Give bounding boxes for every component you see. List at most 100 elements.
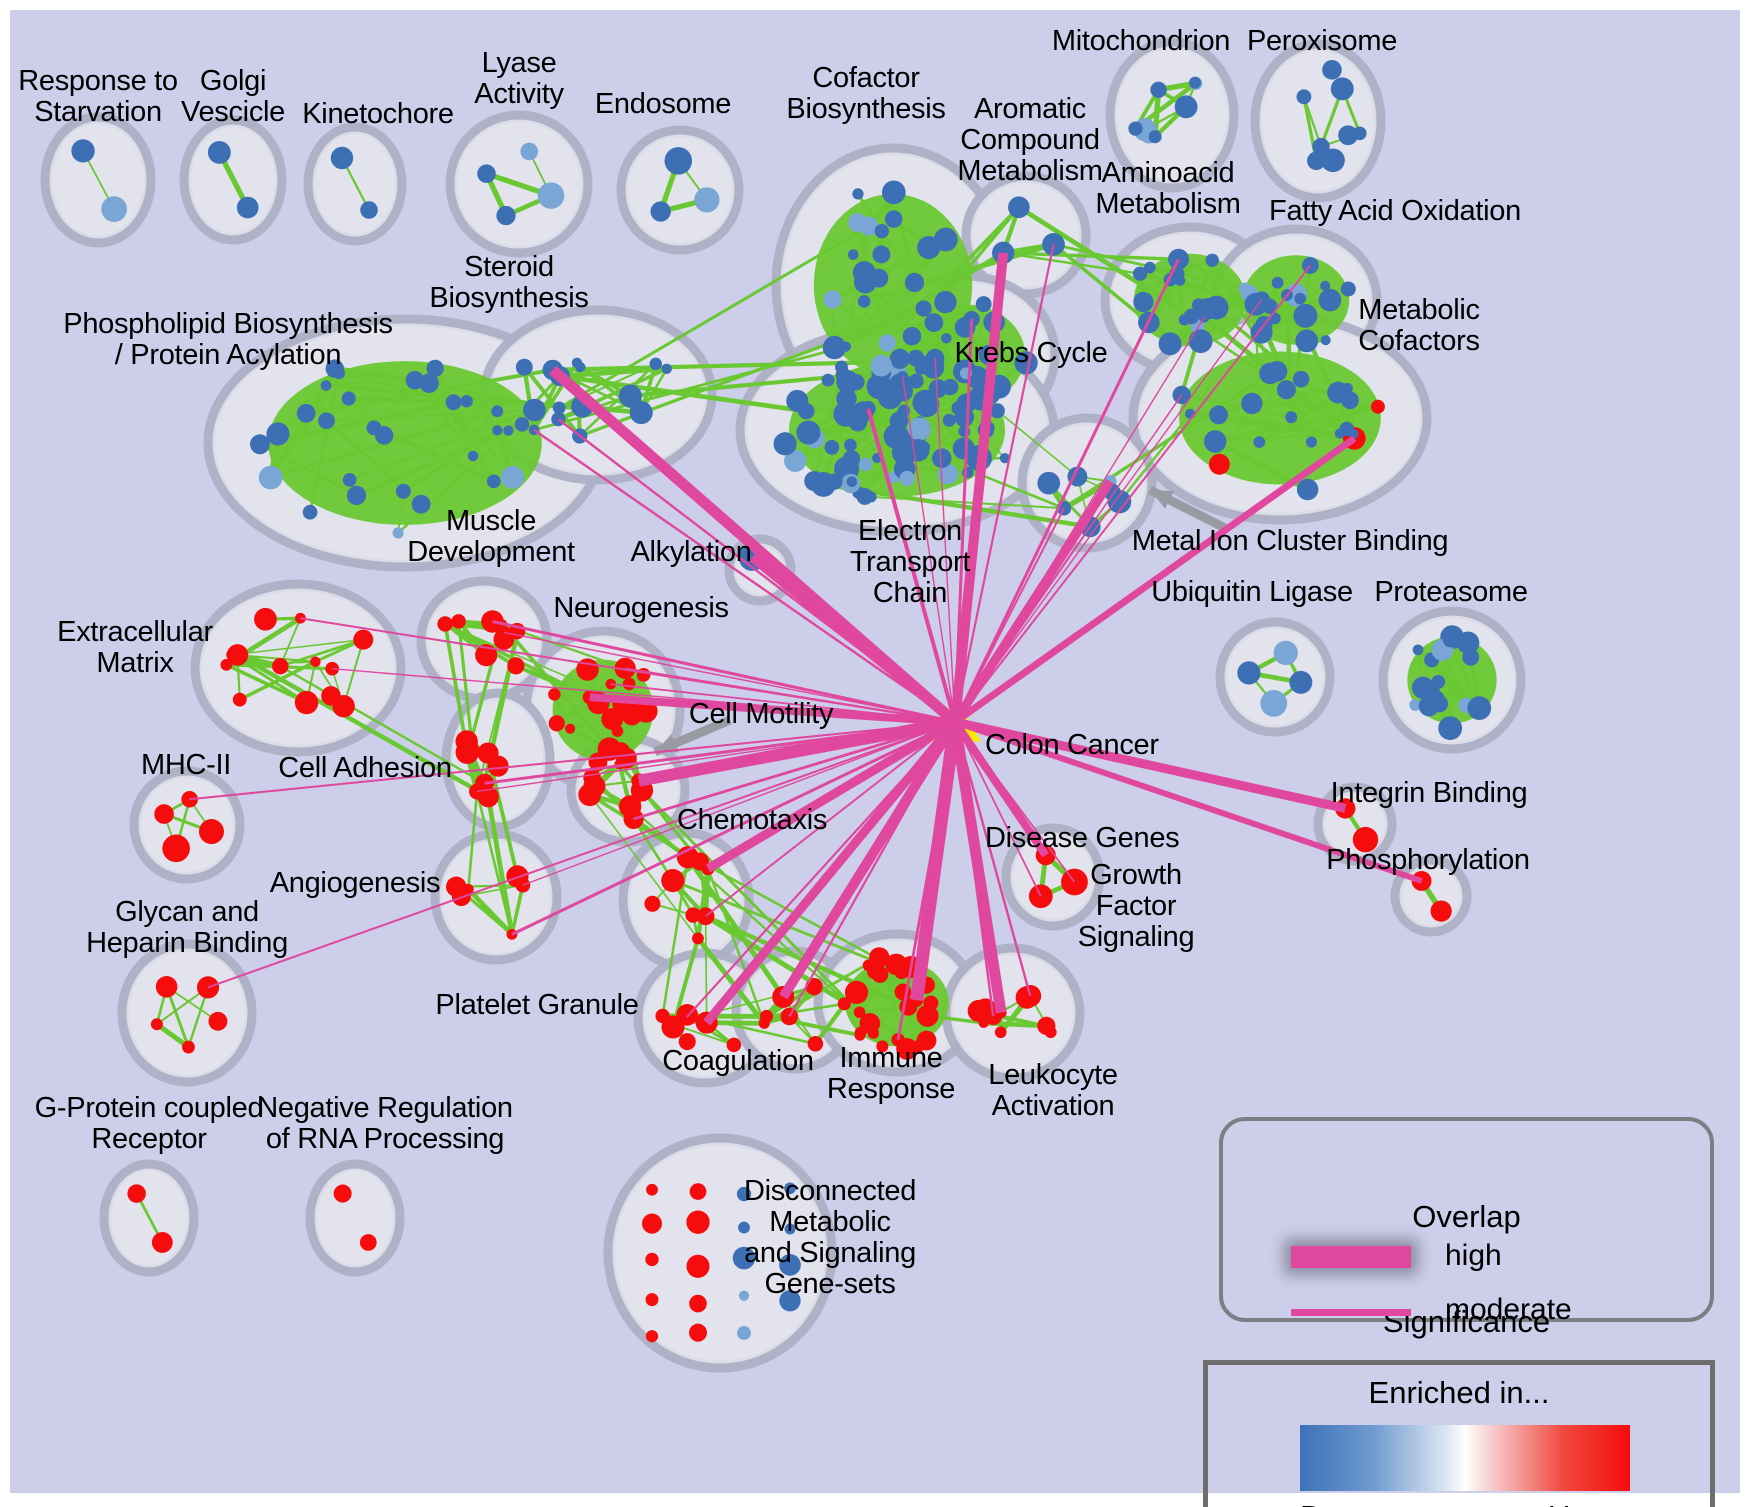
cluster-label-metal-ion-cluster-binding: Metal Ion Cluster Binding <box>1131 525 1449 557</box>
cluster-label-steroid-biosynthesis: Steroid Biosynthesis <box>429 251 589 315</box>
cluster-label-proteasome: Proteasome <box>1374 576 1528 608</box>
cluster-label-line: Phospholipid Biosynthesis <box>63 308 393 340</box>
cluster-label-ubiquitin-ligase: Ubiquitin Ligase <box>1151 576 1353 608</box>
cluster-label-line: Angiogenesis <box>269 867 441 899</box>
cluster-label-line: Biosynthesis <box>786 93 946 126</box>
cluster-label-line: Golgi <box>199 65 267 97</box>
cluster-label-line: Lyase <box>481 47 557 79</box>
cluster-label-cell-adhesion: Cell Adhesion <box>278 752 452 784</box>
overlap-legend-title-line1: Overlap <box>1412 1199 1521 1235</box>
cluster-label-line: Metal Ion Cluster Binding <box>1131 525 1449 557</box>
cluster-label-line: Kinetochore <box>302 98 454 130</box>
cluster-label-line: Mitochondrion <box>1051 25 1231 57</box>
cluster-label-line: Growth <box>1090 859 1182 891</box>
cluster-label-line: Cofactor <box>812 62 920 94</box>
cluster-label-line: Ubiquitin Ligase <box>1151 576 1353 608</box>
cluster-label-mhc-ii: MHC-II <box>140 749 232 781</box>
cluster-label-golgi-vesicle: Golgi Vescicle <box>181 65 285 129</box>
cluster-label-line: Vescicle <box>181 96 285 129</box>
enrichment-color-gradient <box>1300 1425 1630 1491</box>
overlap-high-label: high <box>1445 1239 1502 1272</box>
cluster-label-line: Receptor <box>91 1123 207 1156</box>
cluster-label-line: Biosynthesis <box>429 282 589 315</box>
cluster-label-line: of RNA Processing <box>265 1123 505 1156</box>
cluster-label-line: Metabolism <box>957 155 1103 188</box>
overlap-high-swatch <box>1291 1246 1411 1268</box>
cluster-label-platelet-granule: Platelet Granule <box>435 989 638 1021</box>
cluster-label-leukocyte-activation: Leukocyte Activation <box>988 1059 1118 1123</box>
cluster-label-line: Peroxisome <box>1246 25 1398 57</box>
cluster-label-coagulation: Coagulation <box>662 1045 814 1077</box>
cluster-label-line: Response <box>826 1073 956 1106</box>
cluster-label-angiogenesis: Angiogenesis <box>269 867 441 899</box>
cluster-label-line: Muscle <box>445 505 537 537</box>
cluster-label-line: Neurogenesis <box>553 592 729 624</box>
cluster-label-line: Aminoacid <box>1101 157 1235 189</box>
cluster-label-line: Negative Regulation <box>257 1092 513 1124</box>
hub-label-line1: Colon Cancer <box>985 729 1159 762</box>
cluster-label-line: Coagulation <box>662 1045 814 1077</box>
cluster-label-growth-factor-signaling: Growth Factor Signaling <box>1077 859 1195 954</box>
enrichment-down-label: Down <box>1300 1499 1379 1507</box>
cluster-label-metabolic-cofactors: Metabolic Cofactors <box>1358 294 1480 358</box>
cluster-label-peroxisome: Peroxisome <box>1246 25 1398 57</box>
cluster-label-line: Endosome <box>594 88 732 120</box>
cluster-label-cell-motility: Cell Motility <box>688 698 834 730</box>
cluster-label-negative-regulation-of-rna-processing: Negative Regulation of RNA Processing <box>257 1092 513 1156</box>
cluster-label-krebs-cycle: Krebs Cycle <box>954 337 1108 369</box>
cluster-label-line: Cell Motility <box>688 698 834 730</box>
cluster-label-line: Chemotaxis <box>676 804 828 836</box>
cluster-label-line: Fatty Acid Oxidation <box>1269 195 1521 227</box>
cluster-label-line: Aromatic <box>973 93 1086 125</box>
cluster-label-disconnected-metabolic-and-signaling-gene-sets: Disconnected Metabolic and Signaling Gene-s… <box>744 1175 916 1301</box>
cluster-label-line: Signaling <box>1077 921 1195 954</box>
cluster-label-alkylation: Alkylation <box>630 536 752 568</box>
cluster-label-line: Extracellular <box>57 616 213 648</box>
cluster-label-phosphorylation: Phosphorylation <box>1326 844 1530 876</box>
cluster-label-line: Matrix <box>96 647 174 680</box>
hub-label-line2: Disease Genes <box>985 822 1180 855</box>
cluster-label-cofactor-biosynthesis: Cofactor Biosynthesis <box>786 62 946 126</box>
cluster-label-mitochondrion: Mitochondrion <box>1051 25 1231 57</box>
cluster-label-fatty-acid-oxidation: Fatty Acid Oxidation <box>1269 195 1521 227</box>
cluster-label-line: Response to <box>18 65 178 97</box>
cluster-label-line: Factor <box>1095 890 1177 923</box>
cluster-label-line: Activation <box>991 1090 1115 1123</box>
cluster-label-line: / Protein Acylation <box>114 339 342 372</box>
cluster-label-line: Electron <box>857 515 962 547</box>
cluster-label-line: Proteasome <box>1374 576 1528 608</box>
cluster-label-line: MHC-II <box>140 749 232 781</box>
cluster-label-line: Cofactors <box>1358 325 1480 358</box>
enrichment-caption: in cancer samples vs. controls <box>1646 1435 1750 1507</box>
cluster-label-line: Krebs Cycle <box>954 337 1108 369</box>
hub-label: Colon Cancer Disease Genes <box>985 668 1180 916</box>
enrichment-caption-line1: in cancer <box>1646 1502 1750 1507</box>
cluster-label-immune-response: Immune Response <box>826 1042 956 1106</box>
cluster-label-line: Glycan and <box>115 896 259 928</box>
cluster-label-line: Heparin Binding <box>86 927 288 960</box>
cluster-label-line: Gene-sets <box>764 1268 896 1301</box>
cluster-label-kinetochore: Kinetochore <box>302 98 454 130</box>
cluster-label-endosome: Endosome <box>594 88 732 120</box>
cluster-label-line: Immune <box>839 1042 943 1074</box>
cluster-label-glycan-and-heparin-binding: Glycan and Heparin Binding <box>86 896 288 960</box>
cluster-label-line: Transport <box>849 546 971 579</box>
overlap-moderate-label: moderate <box>1445 1293 1572 1326</box>
cluster-label-line: Cell Adhesion <box>278 752 452 784</box>
cluster-label-line: Metabolism <box>1095 188 1241 221</box>
cluster-label-response-to-starvation: Response to Starvation <box>18 65 178 128</box>
cluster-label-line: and Signaling <box>744 1237 916 1270</box>
cluster-label-line: Steroid <box>464 251 554 283</box>
cluster-label-muscle-development: Muscle Development <box>407 505 575 568</box>
enrichment-up-label: Up <box>1548 1499 1588 1507</box>
cluster-label-line: Metabolic <box>1358 294 1480 326</box>
cluster-label-neurogenesis: Neurogenesis <box>553 592 729 624</box>
cluster-label-line: Activity <box>474 78 564 111</box>
cluster-label-line: Chain <box>872 577 948 610</box>
cluster-label-line: Alkylation <box>630 536 752 568</box>
cluster-label-line: G-Protein coupled <box>34 1092 264 1124</box>
cluster-label-integrin-binding: Integrin Binding <box>1331 777 1528 809</box>
enrichment-legend-title: Enriched in... <box>1368 1375 1550 1410</box>
cluster-label-line: Metabolic <box>769 1206 891 1239</box>
